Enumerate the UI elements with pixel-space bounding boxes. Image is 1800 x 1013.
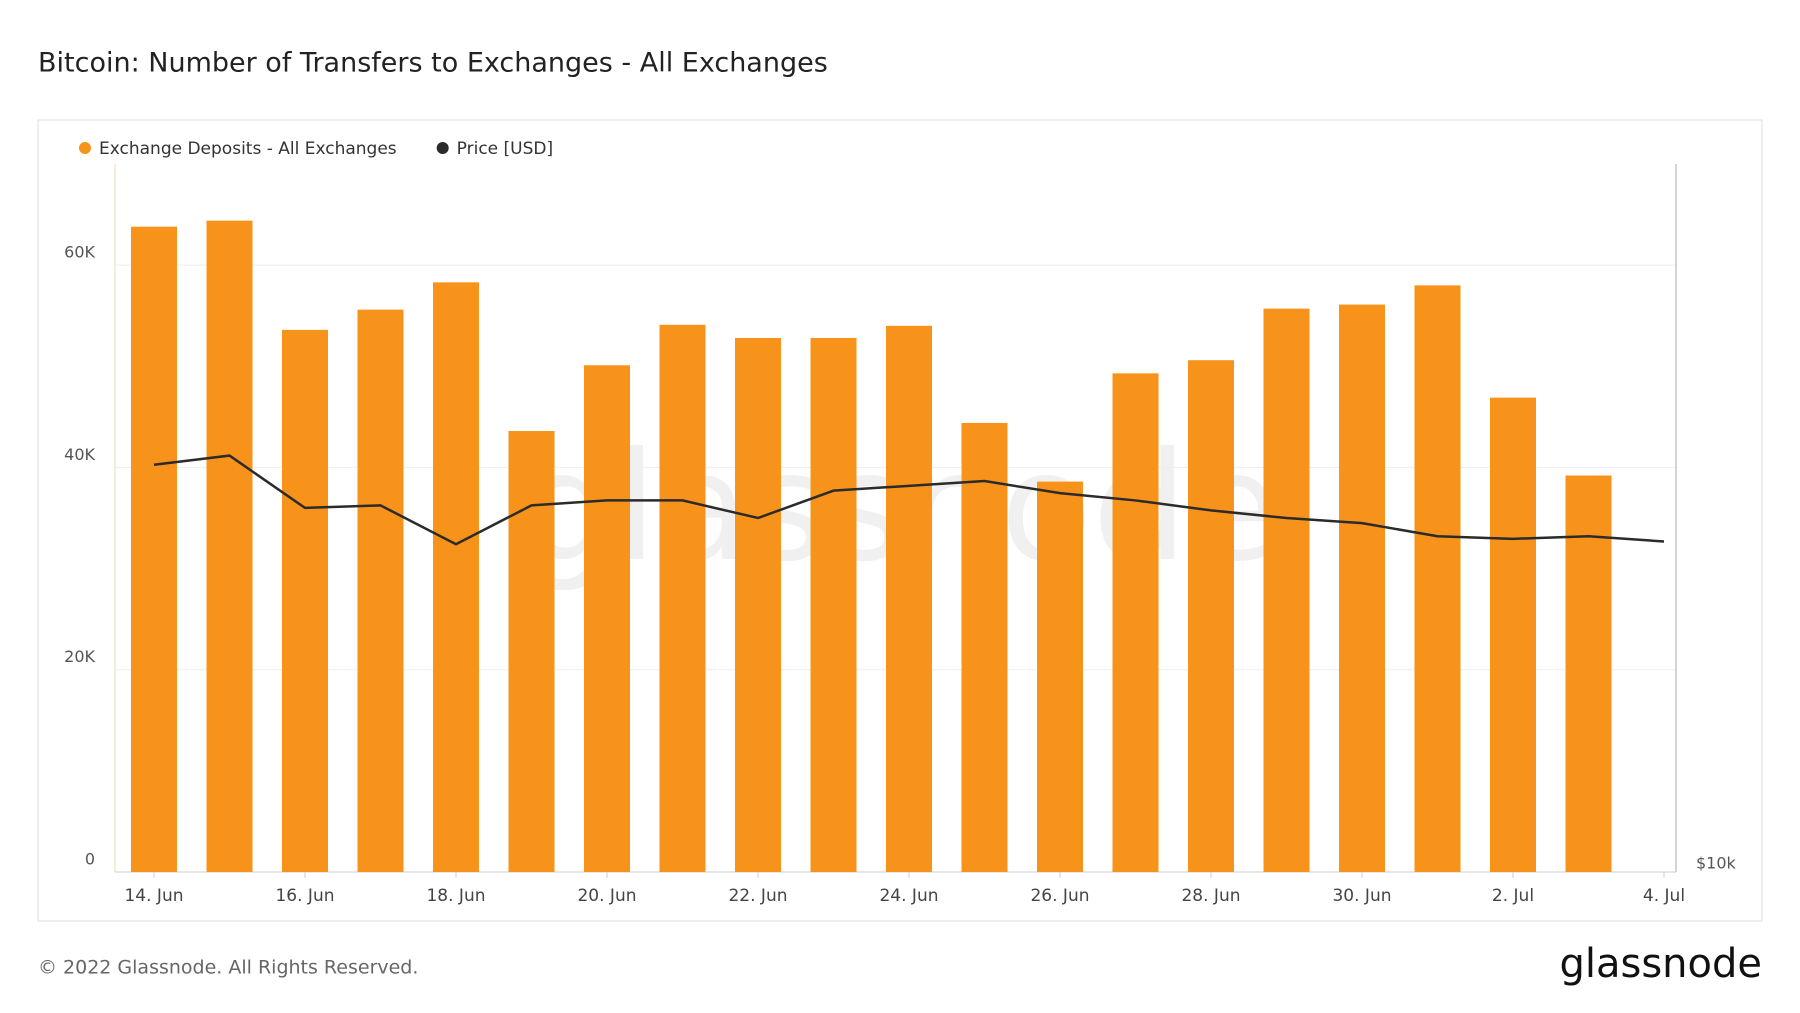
x-tick-label: 14. Jun	[124, 886, 183, 906]
bar	[584, 365, 630, 872]
x-tick-label: 28. Jun	[1181, 886, 1240, 906]
bar	[131, 226, 177, 873]
bar	[1263, 308, 1310, 872]
x-tick-label: 4. Jul	[1643, 886, 1685, 906]
chart-frame	[37, 119, 1763, 922]
x-tick-label: 2. Jul	[1492, 886, 1534, 906]
bar	[1112, 373, 1159, 872]
legend-label: Price [USD]	[457, 139, 553, 159]
bar	[886, 325, 932, 872]
bar	[810, 337, 857, 873]
x-tick-label: 16. Jun	[275, 886, 334, 906]
bar	[1490, 397, 1536, 872]
x-tick-label: 30. Jun	[1332, 886, 1391, 906]
x-tick-label: 20. Jun	[577, 886, 636, 906]
legend-swatch	[79, 142, 91, 154]
legend-label: Exchange Deposits - All Exchanges	[99, 139, 397, 159]
y-tick-label: 60K	[64, 243, 95, 262]
x-tick-label: 22. Jun	[728, 886, 787, 906]
bar	[282, 329, 328, 873]
y-tick-label: 0	[85, 850, 95, 869]
y-tick-label: 20K	[64, 647, 95, 666]
logo: glassnode	[1559, 941, 1762, 987]
x-tick-label: 26. Jun	[1030, 886, 1089, 906]
y2-tick-label: $10k	[1696, 854, 1737, 873]
bar	[961, 422, 1008, 872]
bar	[357, 309, 404, 872]
bar	[1565, 475, 1612, 872]
bar	[1037, 481, 1083, 872]
legend-swatch	[436, 142, 449, 154]
y-tick-label: 40K	[64, 445, 95, 464]
bar	[735, 337, 781, 873]
price-line	[153, 454, 1665, 546]
bar	[1188, 360, 1234, 872]
footer: © 2022 Glassnode. All Rights Reserved.	[38, 957, 418, 979]
bar	[206, 220, 253, 872]
bar	[433, 282, 479, 872]
x-tick-label: 24. Jun	[879, 886, 938, 906]
x-tick-label: 18. Jun	[426, 886, 485, 906]
bar	[1339, 304, 1385, 872]
bar	[659, 324, 706, 872]
bar	[508, 431, 555, 872]
bar	[1414, 285, 1461, 872]
chart-title: Bitcoin: Number of Transfers to Exchange…	[38, 48, 828, 79]
